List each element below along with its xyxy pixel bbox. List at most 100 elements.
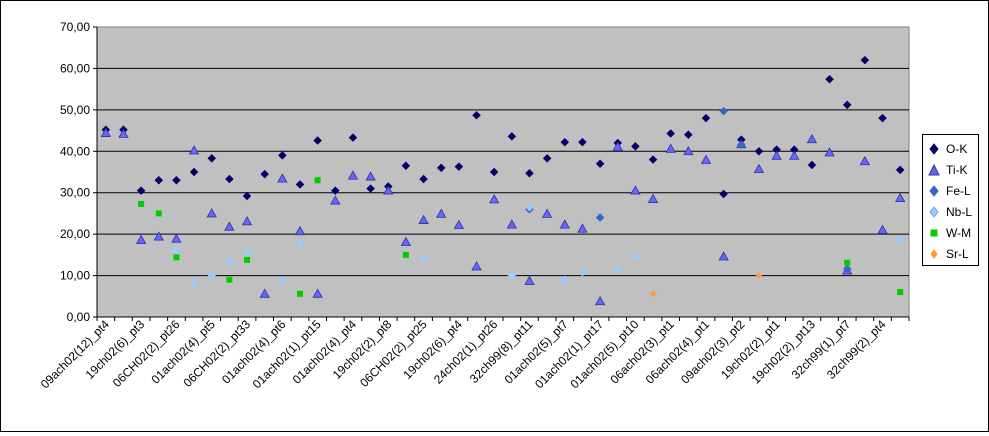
point-ti-k: [294, 225, 306, 236]
point-o-k: [454, 162, 464, 171]
point-ti-k: [347, 170, 359, 180]
point-o-k: [366, 184, 375, 193]
point-ti-k: [171, 233, 182, 243]
point-ti-k: [365, 171, 376, 181]
point-o-k: [842, 100, 852, 110]
legend-label-w-m: W-M: [946, 226, 972, 240]
point-ti-k: [789, 150, 800, 160]
legend-item-o-k: O-K: [923, 139, 978, 159]
point-fe-l: [595, 213, 605, 222]
point-ti-k: [135, 234, 147, 244]
point-o-k: [207, 153, 217, 163]
point-ti-k: [806, 133, 818, 144]
legend-marker-nb-l: [929, 206, 939, 218]
point-o-k: [436, 163, 446, 173]
y-tick-label: 50,00: [60, 103, 90, 117]
point-nb-l: [207, 270, 217, 280]
point-o-k: [295, 180, 305, 189]
point-fe-l: [736, 140, 746, 150]
point-ti-k: [118, 128, 129, 138]
legend-label-nb-l: Nb-L: [946, 205, 973, 219]
point-nb-l: [225, 256, 234, 266]
point-o-k: [542, 153, 552, 163]
point-w-m: [155, 210, 162, 217]
point-ti-k: [700, 154, 712, 164]
point-ti-k: [400, 236, 412, 246]
y-axis: 0,00 10,00 20,00 30,00 40,00 50,00 60,00 70,00: [60, 20, 98, 324]
point-nb-l: [613, 265, 623, 275]
point-ti-k: [647, 193, 659, 203]
point-o-k: [595, 159, 605, 169]
legend-marker-sr-l: [930, 249, 938, 259]
point-o-k: [401, 161, 411, 171]
legend-item-ti-k: Ti-K: [923, 160, 978, 180]
point-o-k: [260, 169, 270, 179]
point-ti-k: [859, 155, 871, 166]
point-o-k: [189, 167, 199, 177]
y-tick-label: 0,00: [67, 310, 91, 324]
point-ti-k: [894, 192, 906, 202]
point-sr-l: [649, 290, 657, 298]
point-ti-k: [453, 219, 465, 229]
legend-label-ti-k: Ti-K: [946, 163, 968, 177]
point-ti-k: [383, 185, 394, 195]
point-ti-k: [594, 295, 606, 306]
point-o-k: [507, 132, 517, 141]
point-ti-k: [330, 195, 341, 205]
point-nb-l: [242, 248, 252, 258]
point-ti-k: [506, 219, 518, 229]
point-ti-k: [436, 208, 447, 218]
point-o-k: [525, 168, 534, 178]
point-nb-l: [419, 253, 428, 263]
point-nb-l: [560, 275, 570, 285]
legend-item-nb-l: Nb-L: [923, 202, 978, 222]
point-w-m: [138, 200, 145, 207]
point-o-k: [560, 137, 570, 147]
point-fe-l: [842, 264, 852, 274]
point-ti-k: [471, 261, 482, 271]
point-o-k: [225, 174, 234, 184]
point-o-k: [136, 186, 146, 195]
point-nb-l: [631, 252, 640, 262]
point-nb-l: [295, 238, 305, 248]
legend-label-fe-l: Fe-L: [946, 184, 971, 198]
point-ti-k: [753, 163, 765, 173]
point-ti-k: [665, 143, 676, 153]
point-ti-k: [206, 208, 217, 218]
y-tick-label: 70,00: [60, 20, 90, 34]
point-ti-k: [312, 288, 323, 298]
point-o-k: [172, 175, 181, 185]
point-ti-k: [418, 214, 429, 224]
legend: O-K Ti-K Fe-L Nb-L W-M Sr-L: [922, 134, 979, 266]
point-w-m: [314, 177, 321, 184]
point-o-k: [242, 191, 252, 201]
point-o-k: [666, 129, 676, 138]
point-o-k: [825, 74, 834, 84]
y-tick-label: 10,00: [60, 269, 90, 283]
plot-background: [96, 26, 910, 318]
point-ti-k: [824, 147, 835, 157]
legend-label-sr-l: Sr-L: [946, 247, 969, 261]
point-fe-l: [719, 106, 729, 116]
legend-marker-w-m: [930, 229, 938, 237]
point-ti-k: [630, 185, 641, 195]
point-w-m: [226, 276, 233, 283]
point-o-k: [878, 113, 887, 123]
legend-marker-ti-k: [928, 164, 940, 176]
point-sr-l: [755, 272, 763, 279]
point-o-k: [419, 174, 428, 184]
point-nb-l: [578, 267, 587, 277]
point-o-k: [578, 137, 587, 147]
point-ti-k: [541, 208, 553, 218]
gridlines: [97, 67, 909, 277]
point-ti-k: [188, 145, 200, 155]
point-o-k: [807, 160, 817, 170]
point-o-k: [719, 189, 729, 199]
point-nb-l: [277, 276, 287, 286]
point-w-m: [897, 289, 904, 296]
point-ti-k: [259, 288, 270, 298]
point-w-m: [844, 259, 851, 266]
x-axis: 09ach02(12)_pt419ch02(6)_pt306CH02(2)_pt…: [38, 316, 910, 391]
point-o-k: [860, 55, 870, 65]
